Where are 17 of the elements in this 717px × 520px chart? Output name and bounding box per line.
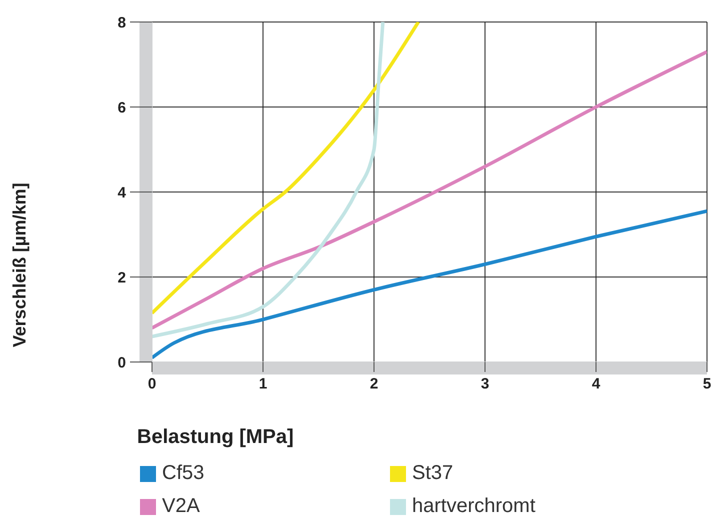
y-tick-label: 2 — [118, 269, 126, 286]
x-tick-label: 3 — [480, 376, 490, 393]
y-tick-label: 8 — [118, 14, 126, 32]
x-axis-title: Belastung [MPa] — [137, 426, 294, 449]
legend-label: St37 — [412, 462, 454, 485]
y-tick-label: 4 — [118, 184, 127, 202]
x-tick-label: 5 — [702, 376, 712, 393]
x-tick-label: 0 — [148, 376, 156, 393]
y-tick-label: 6 — [118, 99, 126, 116]
y-axis-title: Verschleiß [µm/km] — [10, 182, 30, 348]
legend-label: hartverchromt — [412, 495, 536, 518]
x-tick-label: 4 — [592, 376, 601, 393]
x-tick-label: 1 — [258, 376, 268, 393]
y-tick-label: 0 — [118, 354, 126, 372]
x-tick-label: 2 — [370, 376, 378, 393]
legend-label: Cf53 — [162, 462, 204, 485]
legend-label: V2A — [162, 495, 200, 518]
